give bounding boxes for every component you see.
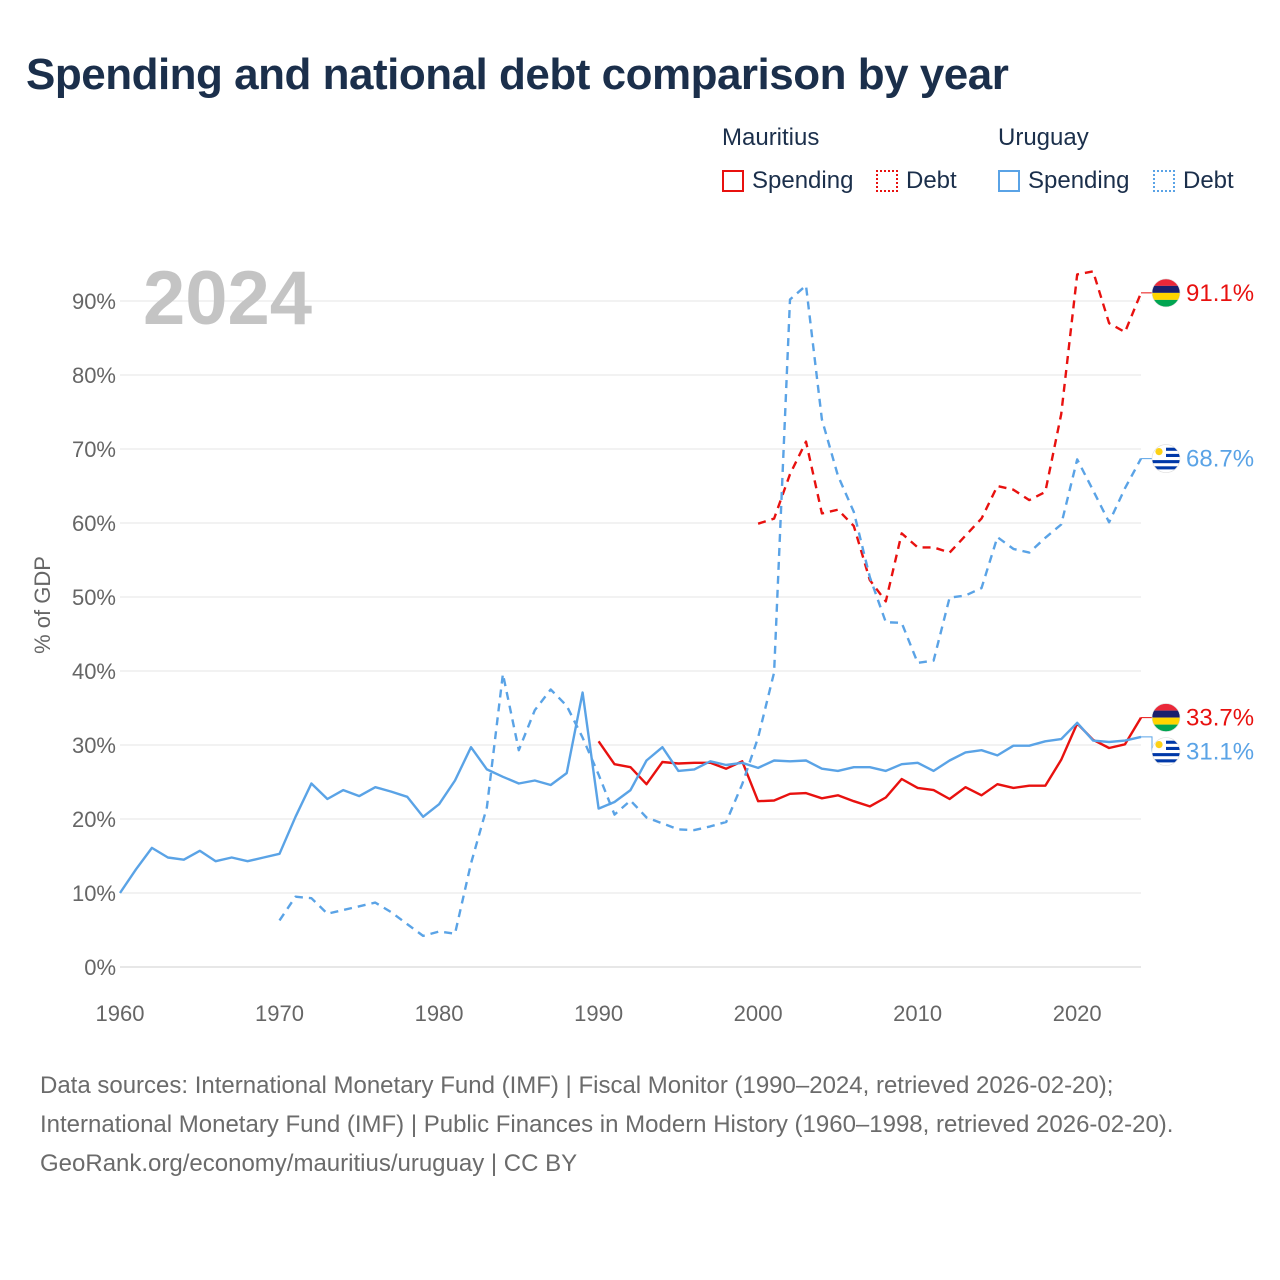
legend-item-mauritius-debt[interactable]: Debt	[876, 166, 957, 196]
y-tick-label: 70%	[72, 437, 116, 462]
series-line-mauritius-spending[interactable]	[597, 716, 1143, 808]
x-tick-label: 1970	[255, 1001, 304, 1026]
chart-title: Spending and national debt comparison by…	[26, 50, 1009, 99]
axis-layer: 0% 10% 20% 30% 40% 50% 60% 70% 80% 90% 1960 1970 198…	[72, 289, 1102, 1026]
current-year-label: 2024	[143, 256, 312, 341]
end-value-label: 33.7%	[1186, 705, 1254, 732]
y-tick-label: 90%	[72, 289, 116, 314]
legend-country-mauritius: Mauritius	[722, 124, 820, 151]
legend-swatch-solid-blue	[998, 170, 1020, 192]
x-tick-label: 1960	[96, 1001, 145, 1026]
x-tick-label: 1990	[574, 1001, 623, 1026]
end-label-leader	[1141, 736, 1153, 752]
legend-item-mauritius-spending[interactable]: Spending	[722, 166, 853, 196]
y-tick-label: 0%	[84, 955, 116, 980]
attribution-link[interactable]: GeoRank.org/economy/mauritius/uruguay | …	[40, 1150, 578, 1177]
y-tick-label: 60%	[72, 511, 116, 536]
y-tick-label: 30%	[72, 733, 116, 758]
x-tick-label: 2000	[734, 1001, 783, 1026]
y-tick-label: 80%	[72, 363, 116, 388]
flag-mauritius-icon	[1151, 278, 1181, 308]
legend-swatch-solid-red	[722, 170, 744, 192]
end-value-label: 68.7%	[1186, 446, 1254, 473]
y-tick-label: 40%	[72, 659, 116, 684]
flag-mauritius-icon	[1151, 703, 1181, 732]
legend-swatch-dotted-blue	[1153, 170, 1175, 192]
legend-item-uruguay-debt[interactable]: Debt	[1153, 166, 1234, 196]
series-line-uruguay-spending[interactable]	[119, 691, 1142, 894]
y-tick-label: 20%	[72, 807, 116, 832]
line-chart: 0% 10% 20% 30% 40% 50% 60% 70% 80% 90% 1960 1970 198…	[30, 256, 1254, 1026]
end-value-label: 91.1%	[1186, 280, 1254, 307]
flag-uruguay-icon	[1151, 737, 1181, 766]
flag-uruguay-icon	[1151, 444, 1181, 473]
series-line-mauritius-debt[interactable]	[757, 270, 1143, 603]
data-sources: Data sources: International Monetary Fun…	[40, 1072, 1174, 1138]
y-axis-label: % of GDP	[30, 556, 55, 654]
y-tick-label: 10%	[72, 881, 116, 906]
footer: Data sources: International Monetary Fun…	[40, 1066, 1240, 1183]
end-label-layer: 91.1% 68.7% 33.7% 31.1%	[1141, 278, 1254, 766]
legend-label: Debt	[906, 167, 957, 194]
series-line-uruguay-debt[interactable]	[278, 284, 1143, 938]
grid-layer	[120, 300, 1141, 968]
series-layer	[119, 270, 1143, 938]
x-tick-label: 1980	[415, 1001, 464, 1026]
legend-swatch-dotted-red	[876, 170, 898, 192]
y-tick-label: 50%	[72, 585, 116, 610]
legend-country-uruguay: Uruguay	[998, 124, 1089, 151]
x-tick-label: 2020	[1053, 1001, 1102, 1026]
legend-label: Debt	[1183, 167, 1234, 194]
x-tick-label: 2010	[893, 1001, 942, 1026]
legend-item-uruguay-spending[interactable]: Spending	[998, 166, 1129, 196]
legend-label: Spending	[1028, 167, 1130, 194]
legend-label: Spending	[752, 167, 854, 194]
end-value-label: 31.1%	[1186, 739, 1254, 766]
